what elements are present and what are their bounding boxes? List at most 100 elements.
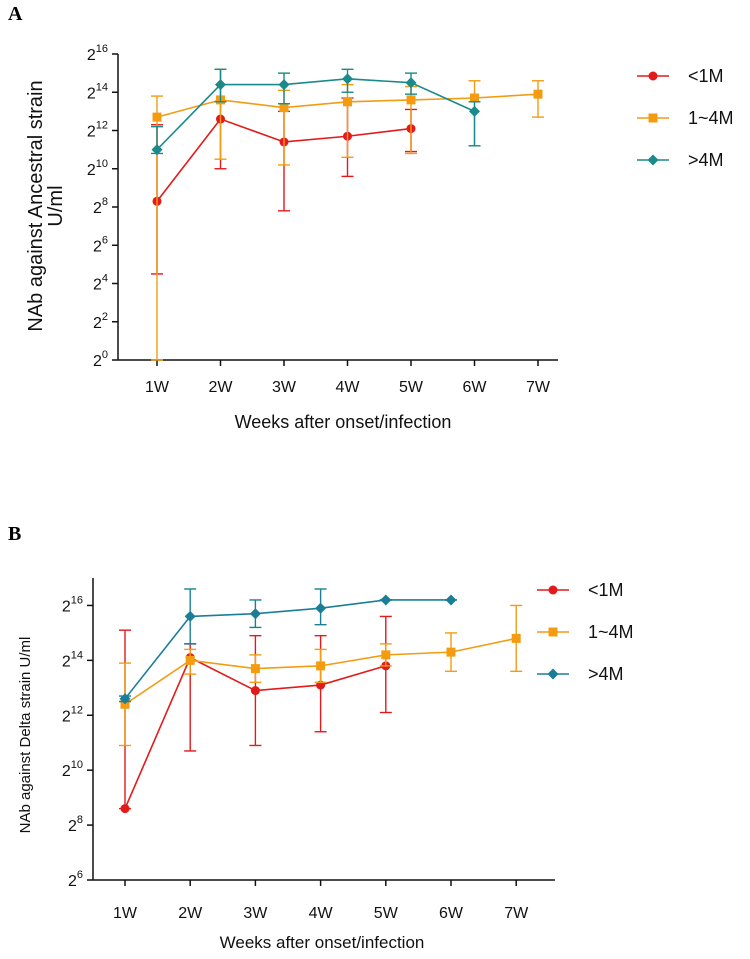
panel-a-y-tick-exponent: 4 bbox=[102, 273, 108, 285]
panel-b-x-axis-title: Weeks after onset/infection bbox=[220, 933, 425, 952]
panel-b-point-gt4m bbox=[184, 610, 196, 622]
panel-b-y-tick-exponent: 12 bbox=[71, 704, 83, 716]
panel-b-point-1to4m bbox=[446, 647, 456, 657]
panel-b-point-lt1m bbox=[250, 686, 260, 696]
panel-a-y-tick-exponent: 14 bbox=[96, 81, 108, 93]
panel-b-legend-item-1to4m: 1~4M bbox=[537, 622, 634, 642]
panel-a-point-1to4m bbox=[343, 97, 352, 107]
panel-b-point-lt1m bbox=[120, 804, 130, 814]
panel-b-y-tick-label: 214 bbox=[62, 649, 83, 670]
panel-a-y-tick-label: 216 bbox=[87, 43, 108, 64]
panel-a-series-gt4m bbox=[151, 68, 481, 156]
panel-a-legend-label-lt1m: <1M bbox=[688, 66, 724, 86]
panel-a-y-tick-exponent: 10 bbox=[96, 158, 108, 170]
panel-b-legend-marker-1to4m bbox=[548, 627, 558, 637]
panel-b-point-1to4m bbox=[250, 664, 260, 674]
panel-b-point-1to4m bbox=[185, 655, 195, 665]
panel-b-x-tick-label: 1W bbox=[113, 905, 138, 922]
panel-a-legend-marker-1to4m bbox=[648, 113, 658, 123]
panel-b-point-gt4m bbox=[445, 594, 457, 606]
panel-a-point-1to4m bbox=[533, 89, 543, 99]
panel-a-line-gt4m bbox=[156, 78, 475, 151]
panel-b-point-1to4m bbox=[316, 661, 326, 671]
panel-a-x-tick-label: 2W bbox=[209, 379, 234, 396]
panel-b-point-1to4m bbox=[511, 633, 521, 643]
panel-a-x-tick-label: 5W bbox=[399, 379, 424, 396]
panel-a-y-tick-exponent: 8 bbox=[102, 196, 108, 208]
panel-b-legend-item-gt4m: >4M bbox=[537, 664, 624, 684]
panel-a-x-tick-label: 3W bbox=[272, 379, 297, 396]
panel-b-legend-label-gt4m: >4M bbox=[588, 664, 624, 684]
panel-a-legend-item-lt1m: <1M bbox=[637, 66, 724, 86]
panel-a-y-tick-label: 24 bbox=[93, 273, 108, 294]
panel-b-x-tick-label: 2W bbox=[178, 905, 203, 922]
panel-b-y-tick-label: 212 bbox=[62, 704, 83, 725]
panel-a-point-gt4m bbox=[342, 73, 353, 85]
panel-a-x-axis-title: Weeks after onset/infection bbox=[235, 412, 452, 432]
panel-a-y-tick-label: 210 bbox=[87, 158, 108, 179]
panel-b-point-gt4m bbox=[315, 602, 327, 614]
panel-b-legend-item-lt1m: <1M bbox=[537, 580, 624, 600]
panel-a-x-tick-label: 6W bbox=[463, 379, 488, 396]
panel-b-y-axis-title: NAb against Delta strain U/ml bbox=[17, 637, 34, 834]
panel-b-x-tick-label: 6W bbox=[439, 905, 464, 922]
panel-a-legend-marker-gt4m bbox=[647, 154, 659, 166]
panel-a-x-tick-label: 4W bbox=[336, 379, 361, 396]
panel-a-y-tick-label: 214 bbox=[87, 81, 108, 102]
panel-b-x-tick-label: 3W bbox=[243, 905, 268, 922]
panel-a-legend-item-gt4m: >4M bbox=[637, 150, 724, 170]
panel-a-point-1to4m bbox=[470, 93, 479, 103]
panel-a-label: A bbox=[8, 3, 23, 25]
panel-a-point-1to4m bbox=[152, 112, 162, 122]
panel-a-x-tick-label: 7W bbox=[526, 379, 551, 396]
panel-b-legend-marker-gt4m bbox=[547, 668, 559, 680]
panel-b-series-gt4m bbox=[119, 588, 457, 705]
panel-a-y-tick-exponent: 12 bbox=[96, 120, 108, 132]
panel-a-y-tick-label: 212 bbox=[87, 120, 108, 141]
panel-b-legend-label-1to4m: 1~4M bbox=[588, 622, 634, 642]
panel-a-point-gt4m bbox=[405, 77, 417, 89]
panel-b-legend-marker-lt1m bbox=[548, 585, 558, 595]
panel-b-y-tick-label: 216 bbox=[62, 594, 83, 615]
panel-b-y-tick-exponent: 8 bbox=[77, 814, 83, 826]
panel-b-x-tick-label: 7W bbox=[504, 905, 529, 922]
panel-a-y-tick-label: 22 bbox=[93, 311, 108, 332]
panel-b-y-tick-exponent: 6 bbox=[77, 869, 83, 881]
panel-a-y-tick-label: 28 bbox=[93, 196, 108, 217]
panel-a-y-tick-exponent: 2 bbox=[102, 311, 108, 323]
panel-b-y-tick-exponent: 16 bbox=[71, 594, 83, 606]
panel-a-y-tick-exponent: 16 bbox=[96, 43, 108, 55]
panel-b-y-tick-exponent: 10 bbox=[71, 759, 83, 771]
panel-b-series-1to4m bbox=[119, 604, 523, 747]
panel-b-y-tick-label: 210 bbox=[62, 759, 83, 780]
panel-b-x-tick-label: 5W bbox=[374, 905, 399, 922]
panel-a-y-axis-title-unit: U/ml bbox=[45, 185, 67, 226]
panel-a-point-1to4m bbox=[279, 103, 289, 113]
panel-a-legend-label-gt4m: >4M bbox=[688, 150, 724, 170]
panel-b-point-gt4m bbox=[380, 594, 392, 606]
panel-b-legend-label-lt1m: <1M bbox=[588, 580, 624, 600]
panel-a-y-tick-label: 20 bbox=[93, 349, 108, 370]
panel-a-x-tick-label: 1W bbox=[145, 379, 170, 396]
panel-b-chart: B 26 28 210 212 214 216 1W 2W 3W 4W 5W 6W 7W NAb again… bbox=[8, 523, 634, 952]
panel-a-legend-item-1to4m: 1~4M bbox=[637, 108, 734, 128]
panel-a-legend-marker-lt1m bbox=[648, 71, 658, 81]
panel-a-point-gt4m bbox=[215, 79, 226, 91]
panel-a-y-tick-label: 26 bbox=[93, 234, 108, 255]
panel-a-point-1to4m bbox=[406, 95, 416, 105]
panel-b-point-gt4m bbox=[249, 608, 261, 620]
panel-b-y-tick-label: 28 bbox=[68, 814, 83, 835]
panel-b-y-tick-label: 26 bbox=[68, 869, 83, 890]
panel-a-y-axis-title: NAb against Ancestral strain bbox=[25, 80, 47, 331]
panel-a-y-tick-exponent: 0 bbox=[102, 349, 108, 361]
panel-b-point-1to4m bbox=[381, 650, 391, 660]
panel-a-legend-label-1to4m: 1~4M bbox=[688, 108, 734, 128]
panel-b-x-tick-label: 4W bbox=[309, 905, 334, 922]
panel-b-line-gt4m bbox=[124, 599, 451, 700]
panel-b-series-lt1m bbox=[119, 615, 392, 814]
panel-a-y-tick-exponent: 6 bbox=[102, 234, 108, 246]
panel-a-series-1to4m bbox=[151, 68, 544, 361]
